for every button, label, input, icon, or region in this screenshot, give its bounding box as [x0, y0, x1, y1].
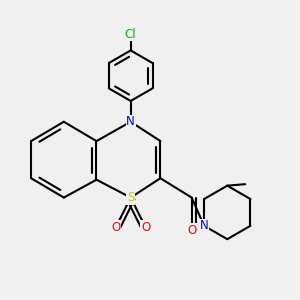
Text: S: S: [127, 191, 134, 204]
Text: Cl: Cl: [125, 28, 136, 40]
Text: N: N: [200, 219, 208, 232]
Text: N: N: [126, 115, 135, 128]
Text: O: O: [187, 224, 196, 237]
Text: O: O: [141, 221, 150, 234]
Text: O: O: [111, 221, 120, 234]
